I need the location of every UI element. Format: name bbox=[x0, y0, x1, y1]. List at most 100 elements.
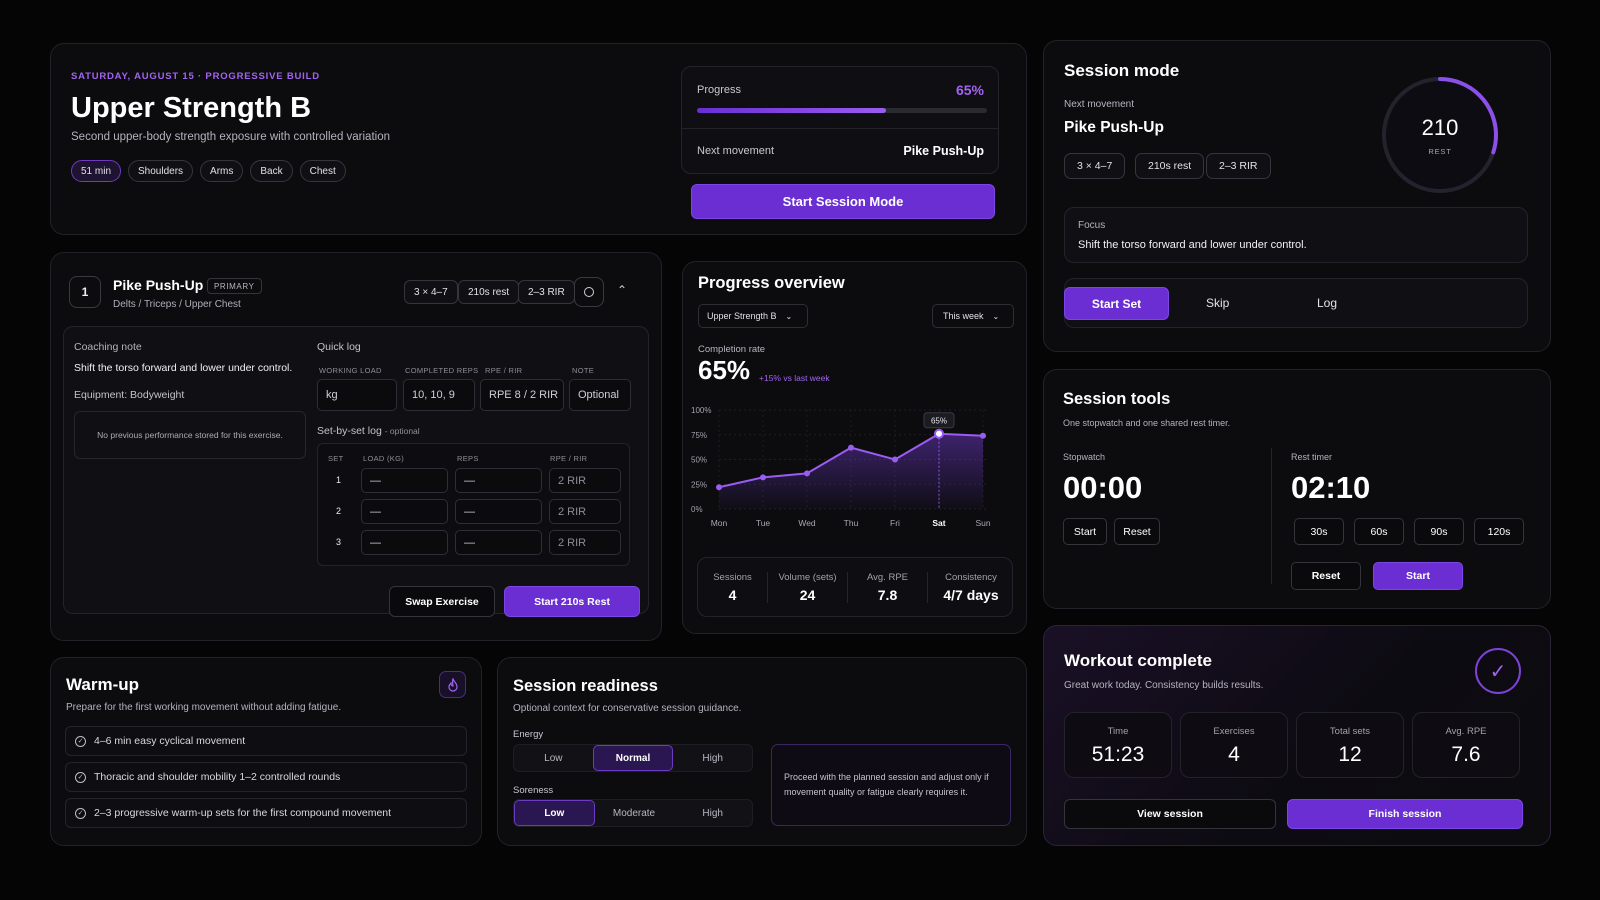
session-readiness-card: Session readiness Optional context for c… bbox=[497, 657, 1027, 846]
tag-list: 51 min Shoulders Arms Back Chest bbox=[71, 160, 346, 182]
date-eyebrow: SATURDAY, AUGUST 15 · PROGRESSIVE BUILD bbox=[71, 71, 320, 82]
soreness-low-option[interactable]: Low bbox=[514, 800, 595, 826]
tag-shoulders[interactable]: Shoulders bbox=[128, 160, 194, 182]
exercise-card: 1 Pike Push-Up PRIMARY Delts / Triceps /… bbox=[50, 252, 662, 641]
set-rir-input[interactable]: 2 RIR bbox=[549, 530, 621, 555]
rest-reset-button[interactable]: Reset bbox=[1291, 562, 1361, 590]
warmup-item[interactable]: ✓ Thoracic and shoulder mobility 1–2 cont… bbox=[65, 762, 467, 792]
stat-consistency: Consistency 4/7 days bbox=[927, 572, 1014, 603]
set-rir-input[interactable]: 2 RIR bbox=[549, 468, 621, 493]
circle-icon bbox=[584, 287, 594, 297]
stat-exercises: Exercises 4 bbox=[1180, 712, 1288, 778]
energy-high-option[interactable]: High bbox=[702, 752, 723, 764]
set-log-title: Set-by-set log bbox=[317, 425, 382, 437]
session-next-value: Pike Push-Up bbox=[1064, 119, 1164, 136]
set-reps-input[interactable]: — bbox=[455, 530, 542, 555]
preset-60s-button[interactable]: 60s bbox=[1354, 518, 1404, 545]
check-circle-icon: ✓ bbox=[75, 807, 86, 819]
muscle-groups: Delts / Triceps / Upper Chest bbox=[113, 299, 241, 310]
complete-toggle-button[interactable] bbox=[574, 277, 604, 307]
start-session-mode-button[interactable]: Start Session Mode bbox=[691, 184, 995, 219]
stopwatch-reset-button[interactable]: Reset bbox=[1114, 518, 1160, 545]
y-tick-label: 0% bbox=[691, 505, 703, 514]
stat-total-sets: Total sets 12 bbox=[1296, 712, 1404, 778]
data-point bbox=[804, 470, 810, 477]
completion-chart: 0% 25% 50% 75% 100% 65% Mon Tue Wed Thu Fri Sat Sun bbox=[691, 406, 991, 528]
start-rest-button[interactable]: Start 210s Rest bbox=[504, 586, 640, 617]
workout-complete-card: Workout complete Great work today. Consi… bbox=[1043, 625, 1551, 846]
set-reps-input[interactable]: — bbox=[455, 499, 542, 524]
rest-start-button[interactable]: Start bbox=[1373, 562, 1463, 590]
collapse-chevron-icon[interactable]: ⌃ bbox=[617, 283, 628, 297]
x-tick-label: Wed bbox=[798, 518, 816, 528]
page-title: Upper Strength B bbox=[71, 92, 312, 124]
tag-arms[interactable]: Arms bbox=[200, 160, 244, 182]
rpe-rir-input[interactable]: RPE 8 / 2 RIR bbox=[480, 379, 564, 411]
energy-normal-option[interactable]: Normal bbox=[592, 745, 674, 771]
sets-reps-chip: 3 × 4–7 bbox=[404, 280, 458, 304]
data-point bbox=[892, 456, 898, 463]
reps-col-header: REPS bbox=[457, 454, 479, 463]
ql-header-load: WORKING LOAD bbox=[319, 366, 382, 375]
set-reps-input[interactable]: — bbox=[455, 468, 542, 493]
view-session-button[interactable]: View session bbox=[1064, 799, 1276, 829]
quick-log-label: Quick log bbox=[317, 341, 361, 353]
warmup-title: Warm-up bbox=[66, 675, 140, 694]
x-tick-label: Thu bbox=[844, 518, 859, 528]
tooltip bbox=[923, 412, 955, 429]
finish-session-button[interactable]: Finish session bbox=[1287, 799, 1523, 829]
period-select[interactable]: This week ⌄ bbox=[932, 304, 1014, 328]
data-point bbox=[760, 474, 766, 481]
completion-label: Completion rate bbox=[698, 344, 766, 355]
rest-timer-value: 210 bbox=[1421, 115, 1459, 140]
skip-button[interactable]: Skip bbox=[1206, 296, 1230, 310]
focus-box: Focus Shift the torso forward and lower … bbox=[1064, 207, 1528, 263]
stat-volume: Volume (sets) 24 bbox=[767, 572, 847, 603]
soreness-high-option[interactable]: High bbox=[702, 807, 723, 819]
check-circle-icon: ✓ bbox=[1475, 648, 1521, 694]
coaching-note-label: Coaching note bbox=[74, 341, 142, 353]
energy-low-option[interactable]: Low bbox=[544, 752, 563, 764]
set-load-input[interactable]: — bbox=[361, 468, 448, 493]
readiness-subtitle: Optional context for conservative sessio… bbox=[513, 703, 742, 714]
note-input[interactable]: Optional bbox=[569, 379, 631, 411]
set-log-optional: - optional bbox=[384, 426, 420, 436]
exercise-number: 1 bbox=[69, 276, 101, 308]
chevron-down-icon: ⌄ bbox=[785, 311, 793, 321]
session-tools-card: Session tools One stopwatch and one shar… bbox=[1043, 369, 1551, 609]
log-button[interactable]: Log bbox=[1317, 296, 1338, 310]
preset-120s-button[interactable]: 120s bbox=[1474, 518, 1524, 545]
equipment-text: Equipment: Bodyweight bbox=[74, 389, 185, 401]
warmup-item[interactable]: ✓ 4–6 min easy cyclical movement bbox=[65, 726, 467, 756]
start-set-button[interactable]: Start Set bbox=[1064, 287, 1169, 320]
set-rir-input[interactable]: 2 RIR bbox=[549, 499, 621, 524]
soreness-moderate-option[interactable]: Moderate bbox=[612, 807, 656, 819]
tag-back[interactable]: Back bbox=[250, 160, 293, 182]
coaching-note-text: Shift the torso forward and lower under … bbox=[74, 362, 293, 374]
stopwatch-start-button[interactable]: Start bbox=[1063, 518, 1107, 545]
swap-exercise-button[interactable]: Swap Exercise bbox=[389, 586, 495, 617]
tools-title: Session tools bbox=[1063, 390, 1171, 408]
flame-icon bbox=[439, 671, 466, 698]
warmup-item[interactable]: ✓ 2–3 progressive warm-up sets for the fi… bbox=[65, 798, 467, 828]
data-point bbox=[716, 484, 722, 491]
completed-reps-input[interactable]: 10, 10, 9 bbox=[403, 379, 475, 411]
set-load-input[interactable]: — bbox=[361, 530, 448, 555]
progress-label: Progress bbox=[697, 84, 742, 96]
progress-fill bbox=[697, 108, 886, 113]
no-previous-text: No previous performance stored for this … bbox=[97, 430, 283, 440]
focus-text: Shift the torso forward and lower under … bbox=[1078, 239, 1307, 251]
working-load-input[interactable]: kg bbox=[317, 379, 397, 411]
preset-30s-button[interactable]: 30s bbox=[1294, 518, 1344, 545]
tag-chest[interactable]: Chest bbox=[299, 160, 346, 182]
set-number: 2 bbox=[336, 506, 342, 516]
tools-subtitle: One stopwatch and one shared rest timer. bbox=[1063, 418, 1231, 428]
set-load-input[interactable]: — bbox=[361, 499, 448, 524]
workout-select[interactable]: Upper Strength B ⌄ bbox=[698, 304, 808, 328]
stat-sessions: Sessions 4 bbox=[713, 572, 752, 603]
progress-overview-card: Progress overview Upper Strength B ⌄ Thi… bbox=[682, 261, 1027, 634]
set-number: 1 bbox=[336, 475, 342, 485]
preset-90s-button[interactable]: 90s bbox=[1414, 518, 1464, 545]
rir-chip: 2–3 RIR bbox=[518, 280, 575, 304]
y-tick-label: 25% bbox=[691, 480, 707, 489]
